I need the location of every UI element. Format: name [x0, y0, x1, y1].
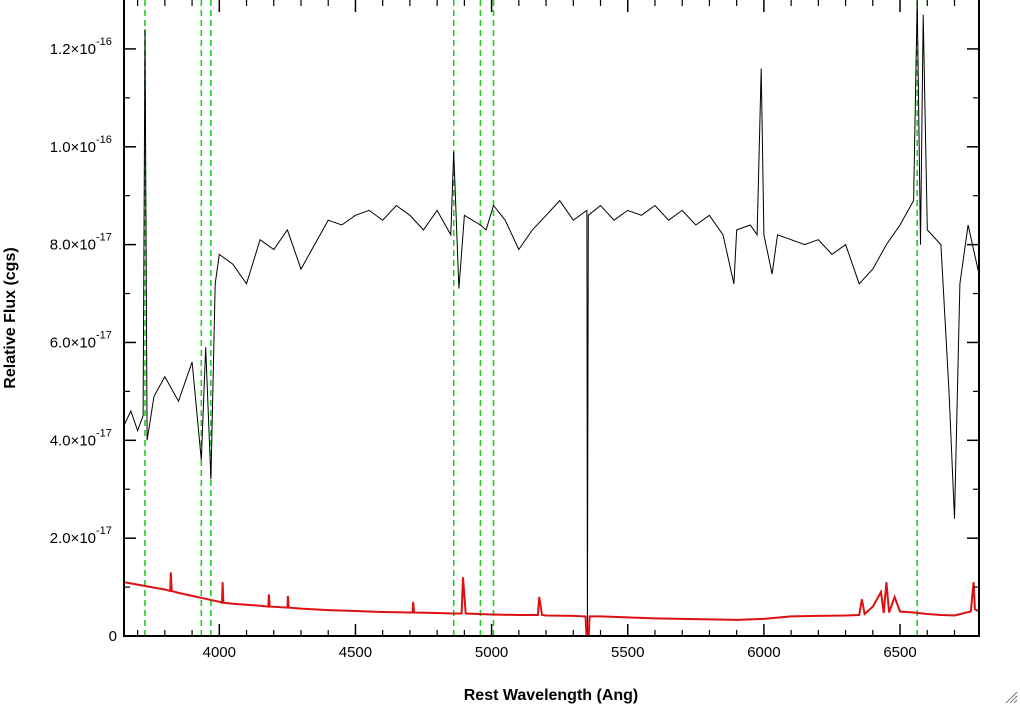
- y-tick-label: 8.0×10: [50, 237, 96, 254]
- axes: [123, 0, 980, 637]
- y-tick-exponent: -17: [96, 525, 112, 537]
- series-group: [124, 0, 979, 636]
- x-tick-label: 6500: [883, 644, 916, 661]
- y-tick-exponent: -17: [96, 427, 112, 439]
- y-tick-label: 1.0×10: [50, 139, 96, 156]
- plot-frame: [123, 0, 980, 637]
- y-tick-exponent: -17: [96, 329, 112, 341]
- series-line-1: [124, 572, 979, 636]
- y-tick-label: 2.0×10: [50, 530, 96, 547]
- x-tick-label: 5500: [611, 644, 644, 661]
- x-tick-label: 6000: [747, 644, 780, 661]
- y-tick-exponent: -16: [96, 134, 112, 146]
- y-tick-label: 6.0×10: [50, 334, 96, 351]
- x-tick-label: 4500: [339, 644, 372, 661]
- resize-grip-icon[interactable]: [1004, 690, 1018, 704]
- x-tick-label: 5000: [475, 644, 508, 661]
- series-line-0: [124, 0, 979, 636]
- y-axis-title: Relative Flux (cgs): [2, 247, 19, 388]
- y-tick-exponent: -17: [96, 232, 112, 244]
- y-tick-label: 4.0×10: [50, 432, 96, 449]
- x-tick-label: 4000: [203, 644, 236, 661]
- reference-lines: [144, 0, 918, 636]
- y-tick-label: 1.2×10: [50, 41, 96, 58]
- y-tick-label: 0: [109, 628, 117, 645]
- y-tick-exponent: -16: [96, 36, 112, 48]
- x-axis-title: Rest Wavelength (Ang): [464, 687, 639, 704]
